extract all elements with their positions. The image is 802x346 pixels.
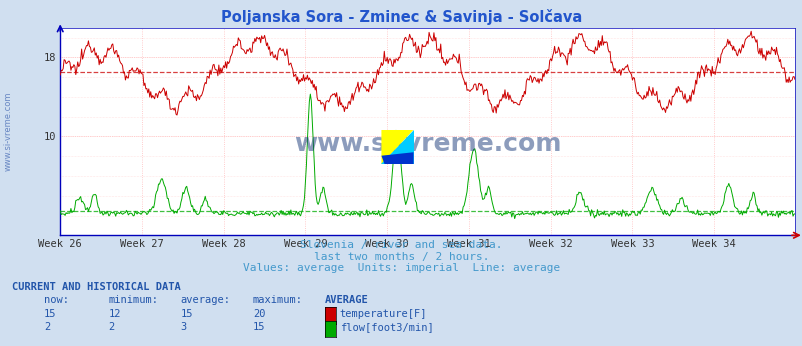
Text: www.si-vreme.com: www.si-vreme.com [294, 132, 561, 156]
Text: Poljanska Sora - Zminec & Savinja - Solčava: Poljanska Sora - Zminec & Savinja - Solč… [221, 9, 581, 25]
Text: maximum:: maximum: [253, 295, 302, 305]
Text: 3: 3 [180, 322, 187, 333]
Text: 15: 15 [44, 309, 57, 319]
Text: minimum:: minimum: [108, 295, 158, 305]
Text: 2: 2 [44, 322, 51, 333]
Text: average:: average: [180, 295, 230, 305]
Text: last two months / 2 hours.: last two months / 2 hours. [314, 252, 488, 262]
Text: 15: 15 [180, 309, 193, 319]
Text: 2: 2 [108, 322, 115, 333]
Polygon shape [381, 152, 413, 164]
Text: flow[foot3/min]: flow[foot3/min] [339, 322, 433, 333]
Text: 20: 20 [253, 309, 265, 319]
Text: www.si-vreme.com: www.si-vreme.com [3, 92, 13, 171]
Text: CURRENT AND HISTORICAL DATA: CURRENT AND HISTORICAL DATA [12, 282, 180, 292]
Text: temperature[F]: temperature[F] [339, 309, 427, 319]
Text: 12: 12 [108, 309, 121, 319]
Text: Values: average  Units: imperial  Line: average: Values: average Units: imperial Line: av… [242, 263, 560, 273]
Text: AVERAGE: AVERAGE [325, 295, 368, 305]
Text: Slovenia / river and sea data.: Slovenia / river and sea data. [300, 240, 502, 251]
Polygon shape [381, 130, 413, 164]
Text: now:: now: [44, 295, 69, 305]
Polygon shape [381, 130, 413, 164]
Text: 15: 15 [253, 322, 265, 333]
